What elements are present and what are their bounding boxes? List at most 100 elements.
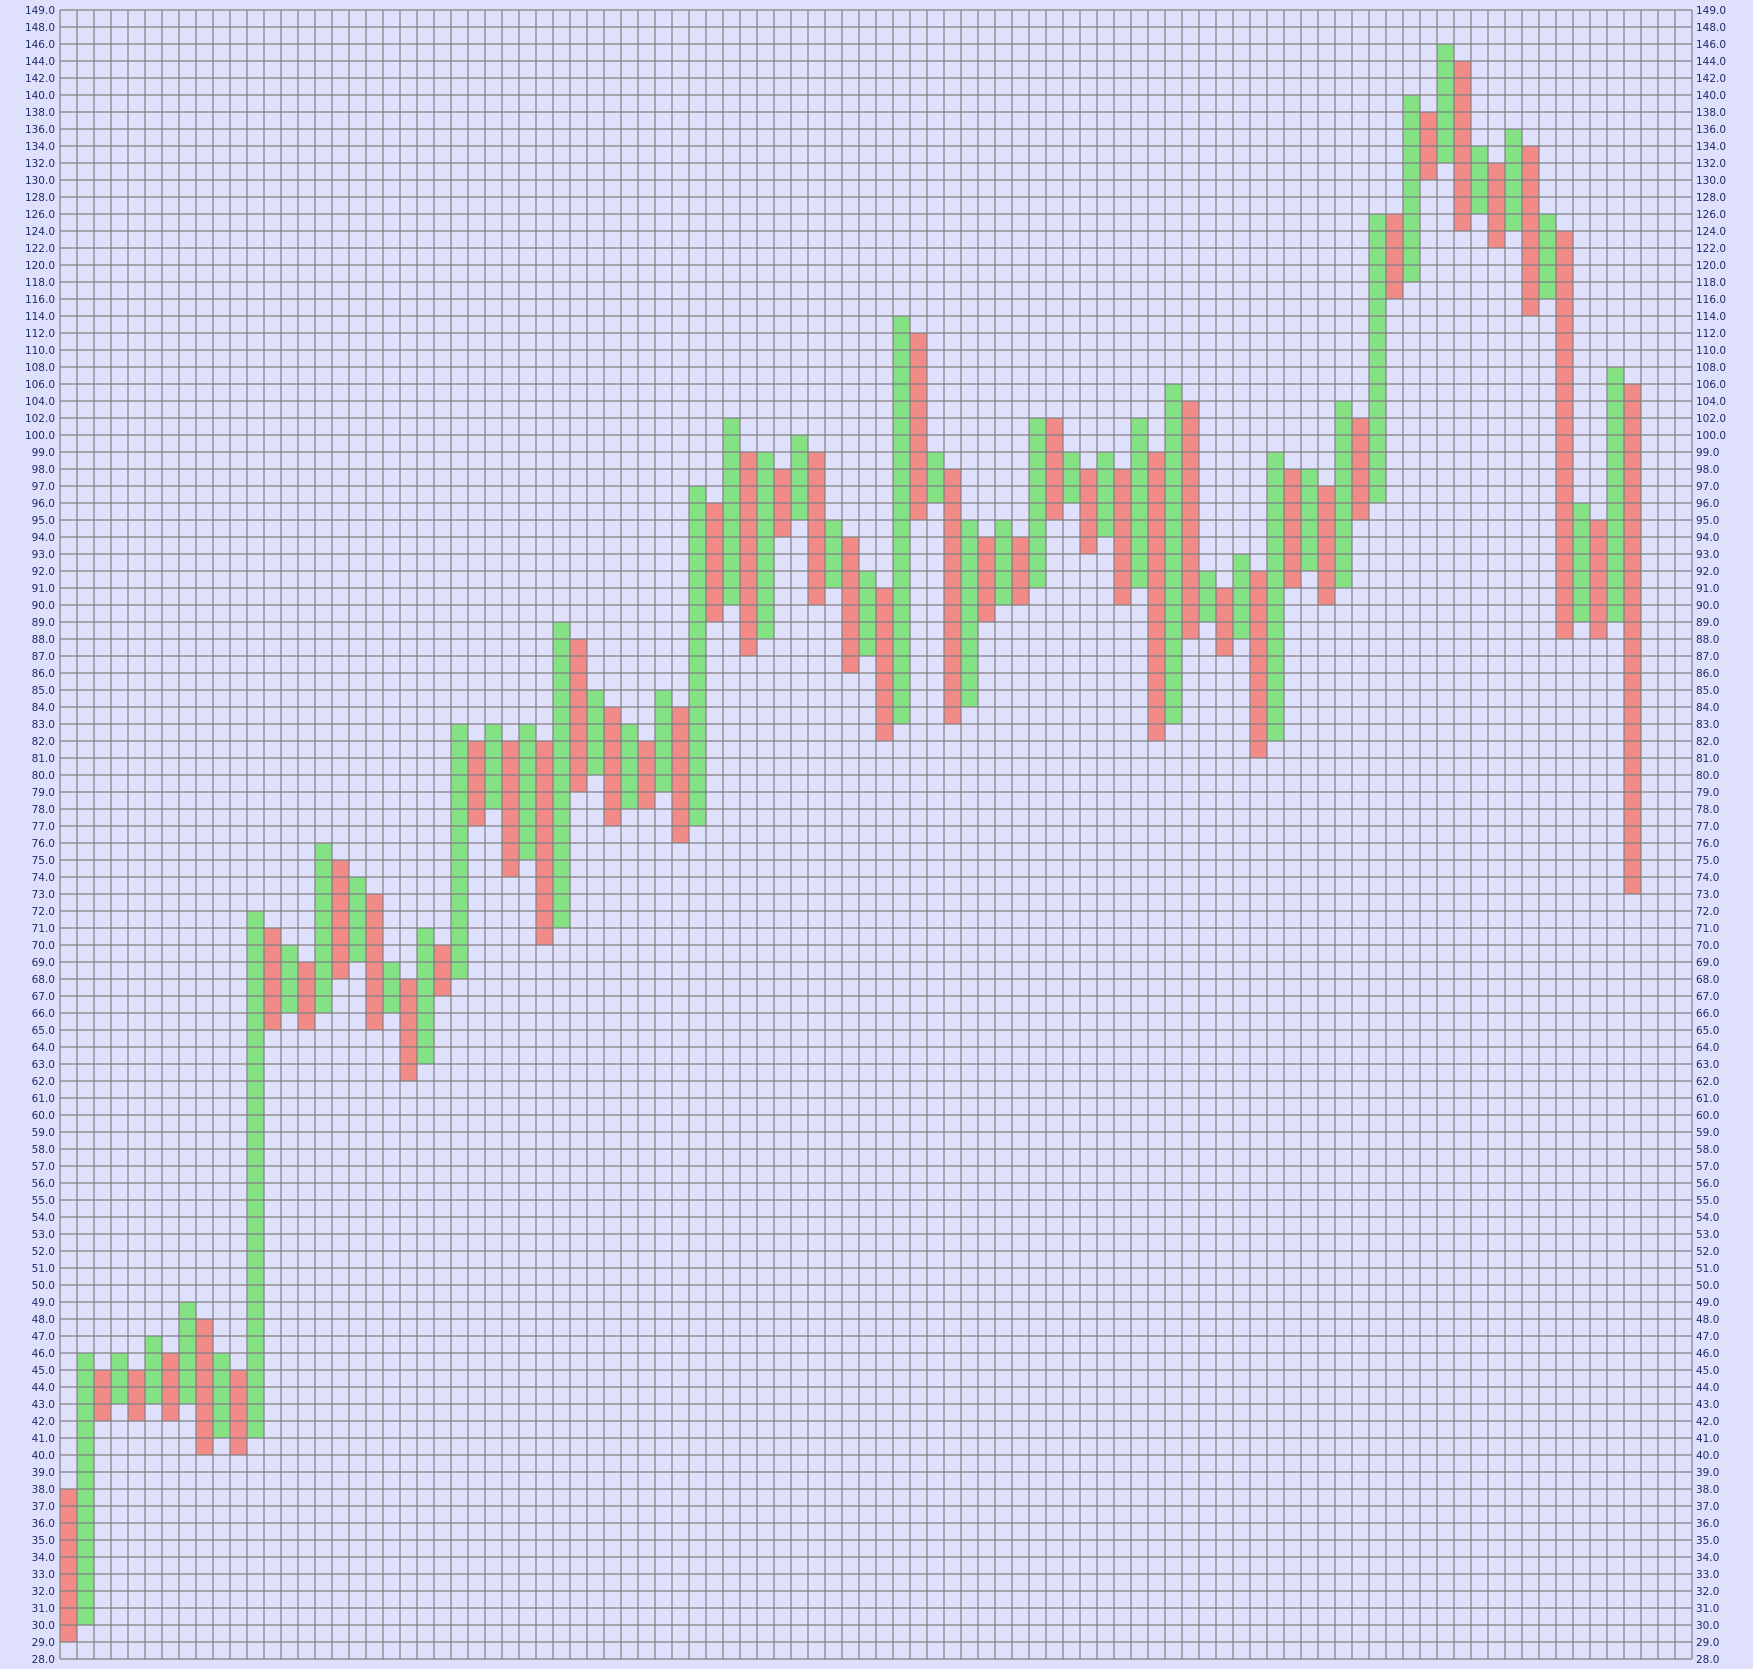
y-tick-label-left: 79.0 [32, 787, 55, 799]
o-column [1590, 520, 1607, 639]
y-tick-label-right: 73.0 [1696, 889, 1719, 901]
y-tick-label-left: 55.0 [32, 1195, 55, 1207]
y-tick-label-left: 124.0 [25, 226, 55, 238]
o-column [1148, 452, 1165, 741]
y-tick-label-right: 41.0 [1696, 1433, 1719, 1445]
y-tick-label-right: 144.0 [1696, 56, 1726, 68]
y-tick-label-left: 84.0 [32, 702, 55, 714]
x-column [349, 877, 366, 962]
y-tick-label-left: 64.0 [32, 1042, 55, 1054]
x-column [587, 690, 604, 775]
y-tick-label-left: 75.0 [32, 855, 55, 867]
y-tick-label-left: 41.0 [32, 1433, 55, 1445]
y-tick-label-right: 128.0 [1696, 192, 1726, 204]
y-tick-label-left: 114.0 [25, 311, 55, 323]
y-tick-label-left: 100.0 [25, 430, 55, 442]
x-column [1335, 401, 1352, 588]
x-column [961, 520, 978, 707]
o-column [1080, 469, 1097, 554]
y-tick-label-left: 110.0 [25, 345, 55, 357]
y-tick-label-right: 42.0 [1696, 1416, 1719, 1428]
o-column [604, 707, 621, 826]
y-tick-label-right: 92.0 [1696, 566, 1719, 578]
y-tick-label-left: 50.0 [32, 1280, 55, 1292]
y-tick-label-left: 128.0 [25, 192, 55, 204]
y-tick-label-left: 63.0 [32, 1059, 55, 1071]
y-tick-label-left: 47.0 [32, 1331, 55, 1343]
y-tick-label-right: 58.0 [1696, 1144, 1719, 1156]
o-column [1284, 469, 1301, 588]
y-tick-label-left: 120.0 [25, 260, 55, 272]
x-column [995, 520, 1012, 605]
y-tick-label-left: 52.0 [32, 1246, 55, 1258]
y-tick-label-left: 65.0 [32, 1025, 55, 1037]
y-tick-label-right: 130.0 [1696, 175, 1726, 187]
y-tick-label-right: 99.0 [1696, 447, 1719, 459]
y-tick-label-right: 76.0 [1696, 838, 1719, 850]
y-tick-label-right: 134.0 [1696, 141, 1726, 153]
y-tick-label-right: 59.0 [1696, 1127, 1719, 1139]
y-tick-label-left: 57.0 [32, 1161, 55, 1173]
y-tick-label-right: 87.0 [1696, 651, 1719, 663]
y-tick-label-left: 58.0 [32, 1144, 55, 1156]
y-tick-label-right: 95.0 [1696, 515, 1719, 527]
y-tick-label-left: 95.0 [32, 515, 55, 527]
y-tick-label-right: 94.0 [1696, 532, 1719, 544]
y-tick-label-right: 96.0 [1696, 498, 1719, 510]
x-column [213, 1353, 230, 1438]
y-tick-label-left: 62.0 [32, 1076, 55, 1088]
y-tick-label-right: 75.0 [1696, 855, 1719, 867]
y-tick-label-right: 31.0 [1696, 1603, 1719, 1615]
o-column [434, 945, 451, 996]
y-tick-label-right: 30.0 [1696, 1620, 1719, 1632]
y-tick-label-right: 78.0 [1696, 804, 1719, 816]
y-tick-label-right: 51.0 [1696, 1263, 1719, 1275]
y-tick-label-right: 72.0 [1696, 906, 1719, 918]
y-tick-label-right: 149.0 [1696, 5, 1726, 17]
o-column [94, 1370, 111, 1421]
y-tick-label-left: 80.0 [32, 770, 55, 782]
x-column [111, 1353, 128, 1404]
y-tick-label-right: 97.0 [1696, 481, 1719, 493]
y-tick-label-left: 37.0 [32, 1501, 55, 1513]
y-tick-label-left: 81.0 [32, 753, 55, 765]
x-column [723, 418, 740, 605]
y-tick-label-left: 85.0 [32, 685, 55, 697]
y-tick-label-right: 136.0 [1696, 124, 1726, 136]
y-tick-label-right: 49.0 [1696, 1297, 1719, 1309]
y-tick-label-right: 54.0 [1696, 1212, 1719, 1224]
y-tick-label-left: 102.0 [25, 413, 55, 425]
y-tick-label-left: 71.0 [32, 923, 55, 935]
y-tick-label-left: 68.0 [32, 974, 55, 986]
y-tick-label-left: 74.0 [32, 872, 55, 884]
x-column [1267, 452, 1284, 741]
y-tick-label-left: 126.0 [25, 209, 55, 221]
y-tick-label-left: 78.0 [32, 804, 55, 816]
x-column [927, 452, 944, 503]
y-tick-label-left: 90.0 [32, 600, 55, 612]
y-tick-label-left: 142.0 [25, 73, 55, 85]
y-tick-label-right: 39.0 [1696, 1467, 1719, 1479]
y-tick-label-right: 91.0 [1696, 583, 1719, 595]
y-tick-label-left: 148.0 [25, 22, 55, 34]
y-tick-label-left: 116.0 [25, 294, 55, 306]
y-tick-label-left: 86.0 [32, 668, 55, 680]
y-tick-label-right: 148.0 [1696, 22, 1726, 34]
y-tick-label-left: 82.0 [32, 736, 55, 748]
y-tick-label-right: 80.0 [1696, 770, 1719, 782]
y-tick-label-left: 38.0 [32, 1484, 55, 1496]
x-column [451, 724, 468, 979]
x-column [1539, 214, 1556, 299]
y-tick-label-right: 90.0 [1696, 600, 1719, 612]
y-tick-label-left: 144.0 [25, 56, 55, 68]
y-tick-label-right: 55.0 [1696, 1195, 1719, 1207]
y-tick-label-right: 57.0 [1696, 1161, 1719, 1173]
y-tick-label-right: 32.0 [1696, 1586, 1719, 1598]
y-tick-label-right: 45.0 [1696, 1365, 1719, 1377]
y-tick-label-left: 45.0 [32, 1365, 55, 1377]
x-column [1199, 571, 1216, 622]
x-column [1437, 44, 1454, 163]
y-tick-label-right: 118.0 [1696, 277, 1726, 289]
y-tick-label-left: 92.0 [32, 566, 55, 578]
y-tick-label-left: 106.0 [25, 379, 55, 391]
